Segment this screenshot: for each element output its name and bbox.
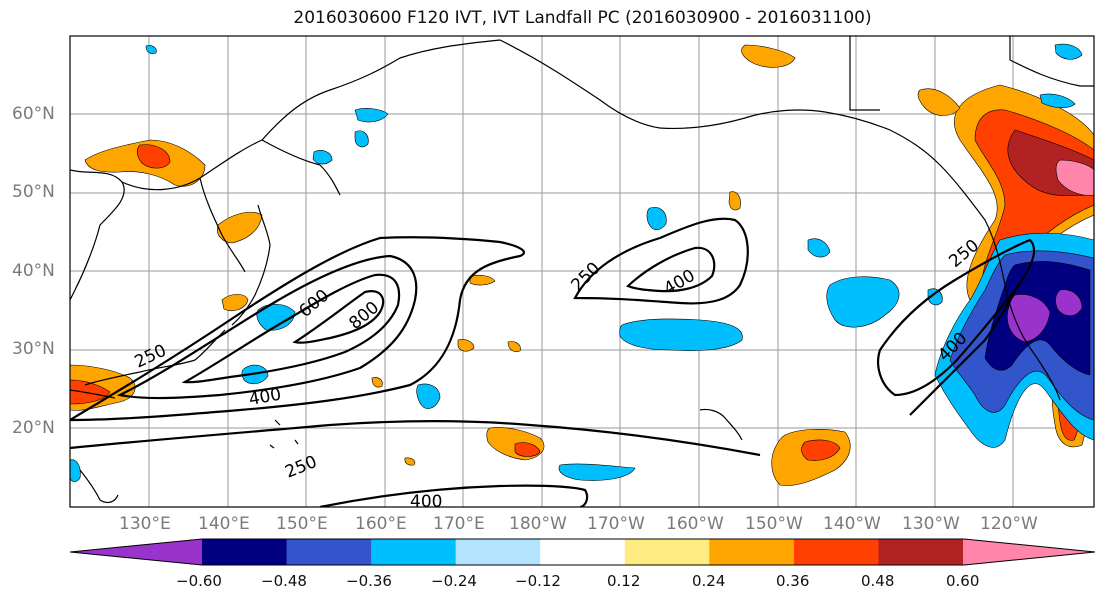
colorbar-tick: −0.48 xyxy=(261,572,307,590)
colorbar-tick: −0.12 xyxy=(515,572,561,590)
colorbar-cell xyxy=(540,539,626,565)
lon-label: 170°E xyxy=(433,514,485,534)
lon-label: 160°E xyxy=(355,514,407,534)
colorbar-tick: 0.48 xyxy=(861,572,895,590)
colorbar-tick: 0.12 xyxy=(607,572,641,590)
colorbar-cell xyxy=(624,539,710,565)
ivt-contours xyxy=(70,217,1036,507)
colorbar-cell xyxy=(793,539,879,565)
gridlines xyxy=(70,36,1094,507)
colorbar-tick: −0.36 xyxy=(346,572,392,590)
lon-label: 140°W xyxy=(823,514,881,534)
colorbar-tick: 0.36 xyxy=(776,572,810,590)
colorbar-extend-low xyxy=(70,539,202,565)
lon-label: 180°W xyxy=(509,514,567,534)
lon-label: 150°W xyxy=(745,514,803,534)
colorbar-tick: −0.24 xyxy=(431,572,477,590)
colorbar-tick: 0.24 xyxy=(692,572,726,590)
ivt-negative-shading xyxy=(70,43,1094,482)
colorbar-cell xyxy=(455,539,541,565)
lat-label: 40°N xyxy=(12,261,55,281)
lon-label: 170°W xyxy=(587,514,645,534)
colorbar-tick: −0.60 xyxy=(176,572,222,590)
lon-label: 130°W xyxy=(902,514,960,534)
coastlines xyxy=(70,36,1094,504)
lat-label: 20°N xyxy=(12,418,55,438)
colorbar-cell xyxy=(709,539,795,565)
colorbar-cell xyxy=(286,539,372,565)
map-frame xyxy=(69,35,1095,508)
lon-label: 120°W xyxy=(980,514,1038,534)
colorbar-cell xyxy=(371,539,457,565)
colorbar-extend-high xyxy=(963,539,1095,565)
lon-label: 160°W xyxy=(666,514,724,534)
colorbar-cell xyxy=(202,539,288,565)
map-title: 2016030600 F120 IVT, IVT Landfall PC (20… xyxy=(293,8,872,28)
lon-label: 150°E xyxy=(276,514,328,534)
colorbar xyxy=(70,538,1096,566)
contour-label-400: 400 xyxy=(410,492,442,512)
lat-label: 60°N xyxy=(12,104,55,124)
colorbar-cell xyxy=(878,539,964,565)
lon-label: 140°E xyxy=(198,514,250,534)
lat-label: 30°N xyxy=(12,339,55,359)
lon-label: 130°E xyxy=(119,514,171,534)
lat-label: 50°N xyxy=(12,182,55,202)
colorbar-tick: 0.60 xyxy=(946,572,980,590)
